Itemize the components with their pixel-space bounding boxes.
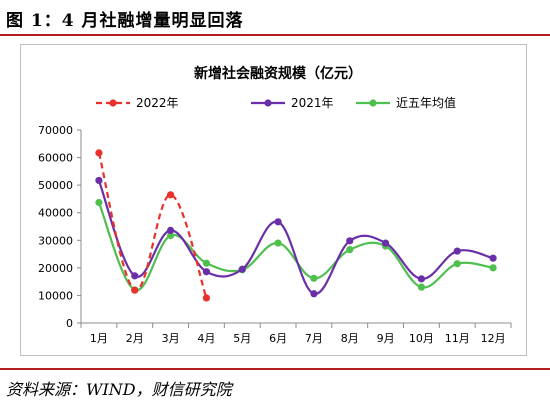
data-point [274,218,282,226]
data-point [453,247,461,255]
data-point [166,191,175,199]
data-point [453,260,461,268]
legend-marker [264,99,272,107]
y-tick-label: 60000 [38,152,73,165]
data-point [381,239,390,247]
data-point [202,268,211,276]
x-tick-label: 9月 [377,332,395,345]
legend-marker [109,99,117,107]
x-tick-label: 8月 [341,332,359,345]
series-line [97,180,494,295]
x-tick-label: 4月 [197,332,215,345]
legend-marker [369,99,377,107]
legend-label: 近五年均值 [396,95,456,110]
data-point [310,290,318,298]
data-point [417,275,426,283]
y-tick-label: 10000 [38,289,73,302]
data-point [202,259,211,267]
data-point [166,226,175,234]
x-tick-label: 7月 [305,332,323,345]
data-point [202,294,211,302]
data-point [238,265,246,273]
y-tick-label: 50000 [38,179,73,192]
data-point [131,286,139,294]
y-tick-label: 20000 [38,262,73,275]
x-tick-label: 5月 [233,332,251,345]
source-note: 资料来源：WIND，财信研究院 [6,380,232,399]
x-tick-label: 1月 [90,332,108,345]
data-point [131,272,139,280]
top-rule [0,34,550,36]
x-tick-label: 6月 [269,332,287,345]
x-tick-label: 12月 [481,332,506,345]
data-point [310,274,318,282]
legend-label: 2021年 [291,96,334,110]
bottom-rule [0,368,550,370]
y-tick-label: 40000 [38,207,73,220]
y-tick-label: 0 [66,317,73,330]
x-tick-label: 10月 [409,332,434,345]
data-point [95,149,103,157]
plot-area [95,149,497,302]
y-tick-label: 30000 [38,234,73,247]
data-point [95,198,103,207]
chart-frame: 新增社会融资规模（亿元） 2022年 2021年 近五年均值 0 10000 20000… [20,44,527,356]
y-tick-label: 70000 [38,124,73,137]
figure-title: 图 1：4 月社融增量明显回落 [6,11,244,31]
chart-title: 新增社会融资规模（亿元） [194,65,362,82]
x-tick-label: 11月 [445,332,470,345]
data-point [489,254,497,262]
series-line [97,152,208,299]
figure-header: 图 1：4 月社融增量明显回落 [0,0,550,36]
data-point [95,176,103,185]
x-tick-label: 3月 [162,332,180,345]
data-point [346,237,354,245]
data-point [489,264,497,272]
data-point [346,246,354,254]
data-point [274,239,282,247]
legend-label: 2022年 [136,96,179,110]
data-point [166,231,175,240]
x-tick-label: 2月 [126,332,144,345]
data-point [417,283,426,291]
axes: 0 10000 20000 30000 40000 50000 60000 70000 1月 2月… [38,124,512,345]
chart-svg: 新增社会融资规模（亿元） 2022年 2021年 近五年均值 0 10000 20000… [38,65,512,345]
legend: 2022年 2021年 近五年均值 [96,95,456,110]
